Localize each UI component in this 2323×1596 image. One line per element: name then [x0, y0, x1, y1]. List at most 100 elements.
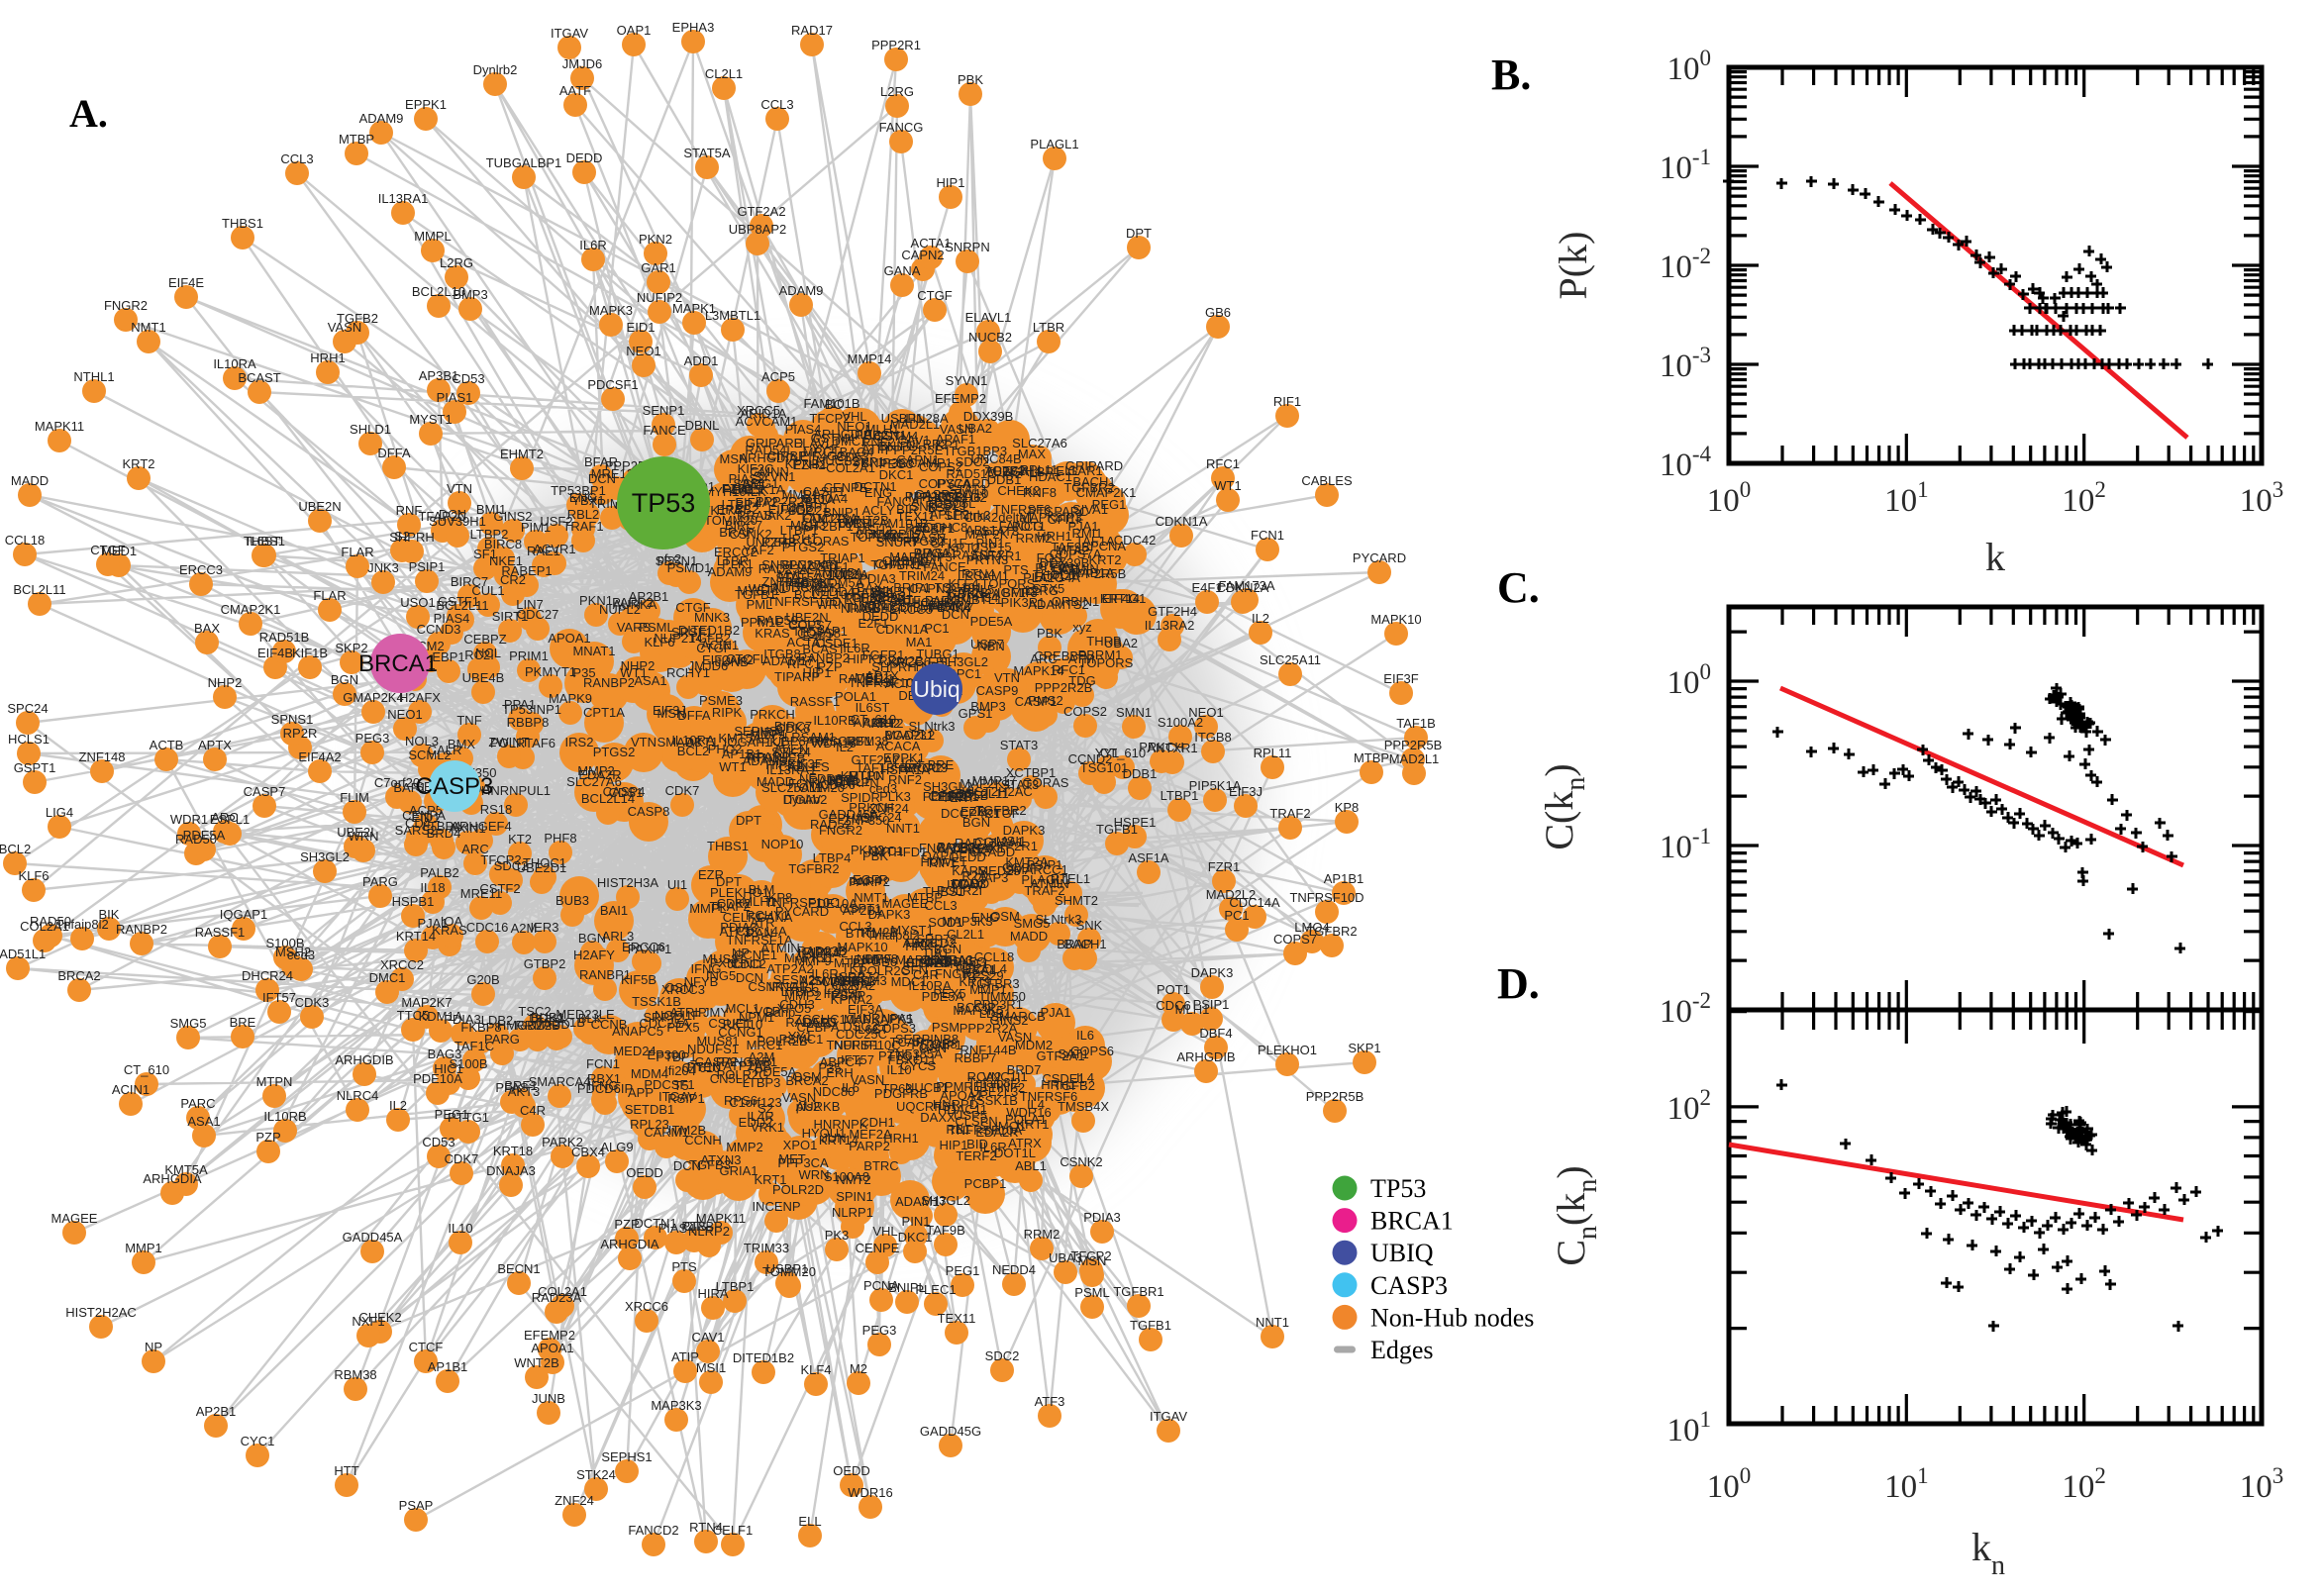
svg-text:BCL2L11: BCL2L11: [436, 598, 488, 613]
svg-text:ERBB2: ERBB2: [717, 502, 759, 517]
svg-text:HIP1: HIP1: [803, 665, 832, 680]
svg-text:IL6ST: IL6ST: [856, 700, 890, 715]
svg-text:BRIP1: BRIP1: [893, 580, 931, 595]
svg-text:WDR1: WDR1: [749, 581, 786, 596]
svg-text:NUCB2: NUCB2: [816, 453, 859, 468]
svg-text:TGFB1: TGFB1: [735, 587, 776, 602]
svg-text:AURKA: AURKA: [613, 597, 657, 612]
svg-text:ADAM9: ADAM9: [708, 564, 753, 579]
svg-text:SHLD1: SHLD1: [350, 422, 391, 437]
svg-text:ACTB: ACTB: [150, 738, 184, 752]
svg-text:TGFB2: TGFB2: [1054, 1078, 1095, 1093]
svg-text:EIF4A2: EIF4A2: [298, 749, 341, 764]
svg-text:LIN7: LIN7: [516, 597, 543, 612]
svg-text:HSPA1A: HSPA1A: [880, 762, 931, 777]
svg-text:GSTM4: GSTM4: [811, 431, 856, 446]
svg-text:TIMM50: TIMM50: [978, 989, 1026, 1004]
svg-text:SLNtrk3: SLNtrk3: [1036, 912, 1082, 927]
svg-text:TGFBR2: TGFBR2: [975, 803, 1026, 818]
svg-text:CDKN2A: CDKN2A: [1217, 580, 1269, 595]
svg-text:HUWE1: HUWE1: [921, 854, 967, 869]
svg-text:CHAF1A: CHAF1A: [874, 556, 926, 571]
svg-text:PYCARD: PYCARD: [937, 476, 990, 491]
svg-text:SAE1: SAE1: [733, 476, 765, 491]
svg-text:COPS2: COPS2: [1063, 704, 1107, 719]
svg-text:ARID1A: ARID1A: [741, 406, 787, 421]
svg-text:SF1: SF1: [473, 547, 497, 561]
svg-text:SMG5: SMG5: [170, 1016, 207, 1031]
svg-text:DOK2: DOK2: [529, 1011, 563, 1026]
svg-text:CDH3: CDH3: [951, 876, 985, 891]
svg-text:MAPKAPK5: MAPKAPK5: [844, 1012, 913, 1027]
svg-text:LTBR: LTBR: [1033, 320, 1064, 335]
svg-text:SH3GL2: SH3GL2: [939, 654, 988, 669]
svg-text:IL10: IL10: [886, 1062, 911, 1077]
svg-text:YAF2: YAF2: [743, 543, 774, 557]
svg-text:H2AFY: H2AFY: [573, 948, 615, 962]
svg-text:NFYB: NFYB: [684, 974, 719, 989]
svg-text:TINF2: TINF2: [989, 1080, 1025, 1095]
svg-text:FAM175A: FAM175A: [806, 565, 862, 580]
svg-text:Dynlrb2: Dynlrb2: [473, 62, 518, 77]
svg-text:PDCSF1: PDCSF1: [644, 1077, 694, 1092]
svg-text:PTEN: PTEN: [687, 1059, 722, 1074]
svg-text:TAF1C: TAF1C: [454, 1039, 494, 1053]
svg-text:ADAM17: ADAM17: [895, 1194, 947, 1209]
svg-text:PLEC1: PLEC1: [915, 1282, 956, 1297]
svg-text:KDM5A: KDM5A: [820, 575, 864, 590]
svg-text:MMPL: MMPL: [689, 901, 727, 916]
svg-text:DPT: DPT: [736, 813, 761, 828]
svg-text:SLNtrk3: SLNtrk3: [909, 719, 956, 734]
svg-text:NLRP2: NLRP2: [688, 1224, 730, 1239]
svg-text:PTTG1: PTTG1: [448, 1110, 489, 1125]
svg-text:KRAS: KRAS: [432, 923, 467, 938]
svg-text:APOA1: APOA1: [914, 546, 957, 560]
svg-text:IL10RA: IL10RA: [671, 733, 715, 748]
svg-text:FKBP8: FKBP8: [460, 1020, 501, 1035]
svg-text:APOA1: APOA1: [548, 631, 590, 646]
svg-text:CDC14A: CDC14A: [736, 924, 787, 939]
svg-text:PDE10A: PDE10A: [808, 896, 858, 911]
svg-text:KRT18: KRT18: [493, 1144, 533, 1158]
svg-text:DCN: DCN: [736, 970, 763, 985]
svg-text:LDB1: LDB1: [979, 1006, 1012, 1021]
svg-text:Non-Hub nodes: Non-Hub nodes: [1370, 1303, 1534, 1332]
svg-text:BTK1: BTK1: [846, 926, 878, 941]
svg-text:IFT57: IFT57: [262, 990, 296, 1005]
svg-text:ITM2B: ITM2B: [860, 925, 898, 940]
svg-text:PRTN3: PRTN3: [966, 552, 1008, 567]
svg-text:RBBP7: RBBP7: [955, 1050, 997, 1065]
svg-text:SIRT1: SIRT1: [492, 609, 529, 624]
svg-text:TRAF2: TRAF2: [709, 899, 750, 914]
svg-text:KMT5A: KMT5A: [164, 1162, 208, 1177]
svg-text:CTCF: CTCF: [409, 1340, 444, 1354]
svg-text:CYC1: CYC1: [869, 844, 904, 858]
svg-text:MAPK8IP3: MAPK8IP3: [1019, 510, 1082, 525]
svg-text:PIAS4: PIAS4: [658, 1221, 695, 1236]
svg-text:NNT1: NNT1: [1256, 1315, 1289, 1330]
svg-text:MET: MET: [778, 1151, 806, 1166]
svg-text:CD53: CD53: [452, 371, 484, 386]
svg-text:BC: BC: [825, 397, 843, 412]
svg-text:MCL1: MCL1: [726, 1001, 760, 1016]
svg-text:FLAR: FLAR: [341, 545, 373, 559]
svg-text:HRK: HRK: [905, 939, 933, 953]
svg-text:GRIA1: GRIA1: [719, 1163, 758, 1178]
svg-text:STK4: STK4: [919, 955, 952, 970]
svg-text:CSNK2: CSNK2: [729, 527, 771, 542]
svg-text:CSNK1A1: CSNK1A1: [748, 979, 806, 994]
svg-text:RIPK1: RIPK1: [803, 945, 841, 959]
svg-text:XRCC3: XRCC3: [661, 982, 705, 997]
svg-text:FANCE: FANCE: [643, 423, 686, 438]
svg-text:FZR1: FZR1: [1208, 859, 1241, 874]
svg-text:PEG3: PEG3: [785, 575, 820, 590]
svg-text:ATXN3: ATXN3: [701, 1152, 742, 1167]
svg-text:APOA1: APOA1: [531, 1341, 573, 1355]
svg-text:NUFIP2: NUFIP2: [637, 290, 682, 305]
svg-text:CT610: CT610: [681, 1060, 720, 1075]
svg-text:PIN1: PIN1: [902, 1214, 931, 1229]
svg-text:RAD23A: RAD23A: [532, 1290, 582, 1305]
svg-text:FBXO11: FBXO11: [888, 1052, 937, 1067]
svg-text:EIF4G2: EIF4G2: [768, 502, 813, 517]
svg-text:RASSF4: RASSF4: [953, 548, 1003, 562]
